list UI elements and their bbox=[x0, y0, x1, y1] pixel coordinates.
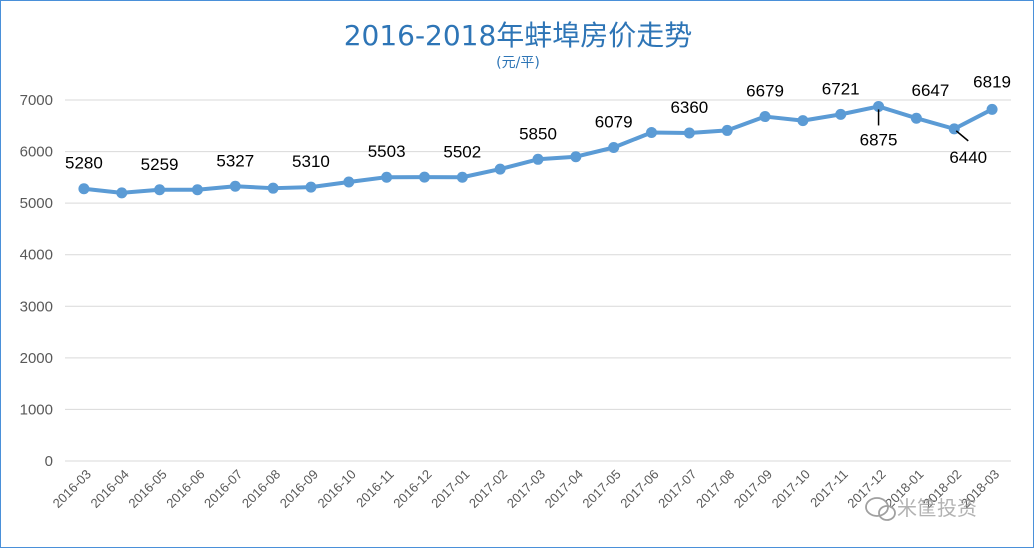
data-point bbox=[494, 163, 506, 175]
x-tick-label: 2016-05 bbox=[125, 467, 169, 511]
data-label: 6679 bbox=[746, 82, 784, 101]
y-tick-label: 3000 bbox=[20, 298, 53, 315]
data-label: 6079 bbox=[595, 112, 633, 131]
data-label: 5850 bbox=[519, 124, 557, 143]
data-point bbox=[986, 103, 998, 115]
data-point bbox=[646, 126, 658, 138]
y-axis-ticks: 0 1000 2000 3000 4000 5000 6000 7000 bbox=[20, 92, 53, 470]
x-tick-label: 2016-06 bbox=[163, 467, 207, 511]
data-point bbox=[418, 171, 430, 183]
data-label: 6360 bbox=[670, 98, 708, 117]
data-label: 5327 bbox=[216, 151, 254, 170]
x-tick-label: 2017-07 bbox=[655, 467, 699, 511]
data-label: 6721 bbox=[822, 79, 860, 98]
watermark: 米筐投资 bbox=[865, 496, 977, 521]
data-point bbox=[910, 112, 922, 124]
data-point bbox=[229, 180, 241, 192]
data-point bbox=[873, 100, 885, 112]
chart-subtitle: (元/平) bbox=[496, 55, 540, 71]
chart-title: 2016-2018年蚌埠房价走势 bbox=[344, 19, 693, 52]
x-tick-label: 2016-10 bbox=[315, 467, 359, 511]
x-tick-label: 2016-08 bbox=[239, 467, 283, 511]
data-label: 5310 bbox=[292, 152, 330, 171]
x-tick-label: 2017-10 bbox=[769, 467, 813, 511]
data-label: 6819 bbox=[973, 72, 1011, 91]
data-point bbox=[191, 184, 203, 196]
x-tick-label: 2016-03 bbox=[50, 467, 94, 511]
data-label: 6440 bbox=[949, 148, 987, 167]
series-line bbox=[81, 104, 995, 195]
x-tick-label: 2017-06 bbox=[617, 467, 661, 511]
x-tick-label: 2016-11 bbox=[353, 467, 397, 511]
y-tick-label: 6000 bbox=[20, 144, 53, 161]
y-tick-label: 2000 bbox=[20, 350, 53, 367]
data-point bbox=[381, 171, 393, 183]
data-label: 5259 bbox=[141, 155, 179, 174]
data-point bbox=[305, 181, 317, 193]
y-tick-label: 4000 bbox=[20, 247, 53, 264]
data-point bbox=[154, 184, 166, 196]
x-tick-label: 2017-02 bbox=[466, 467, 510, 511]
data-point bbox=[721, 124, 733, 136]
x-tick-label: 2016-12 bbox=[390, 467, 434, 511]
data-point bbox=[456, 171, 468, 183]
data-label: 5280 bbox=[65, 154, 103, 173]
data-point bbox=[267, 182, 279, 194]
leader-line bbox=[955, 130, 969, 142]
data-point bbox=[570, 151, 582, 163]
y-tick-label: 5000 bbox=[20, 195, 53, 212]
data-point bbox=[608, 141, 620, 153]
data-label: 6875 bbox=[860, 130, 898, 149]
x-tick-label: 2017-09 bbox=[731, 467, 775, 511]
x-tick-label: 2017-03 bbox=[504, 467, 548, 511]
data-point bbox=[835, 108, 847, 120]
watermark-text: 米筐投资 bbox=[897, 496, 977, 520]
x-axis-ticks: 2016-032016-042016-052016-062016-072016-… bbox=[50, 467, 1003, 511]
data-point bbox=[759, 111, 771, 123]
data-point bbox=[532, 153, 544, 165]
x-tick-label: 2017-08 bbox=[693, 467, 737, 511]
data-point bbox=[78, 183, 90, 195]
data-point bbox=[343, 176, 355, 188]
data-point bbox=[683, 127, 695, 139]
x-tick-label: 2016-09 bbox=[277, 467, 321, 511]
data-labels: 5280 5259 5327 5310 5503 5502 5850 6079 6360 6679… bbox=[65, 72, 1011, 173]
x-tick-label: 2017-11 bbox=[807, 467, 851, 511]
x-tick-label: 2017-01 bbox=[428, 467, 472, 511]
x-tick-label: 2016-07 bbox=[201, 467, 245, 511]
data-label: 5502 bbox=[443, 142, 481, 161]
data-point bbox=[797, 115, 809, 127]
x-tick-label: 2017-04 bbox=[542, 467, 586, 511]
series-group bbox=[78, 100, 998, 199]
y-tick-label: 0 bbox=[45, 453, 53, 470]
y-tick-label: 1000 bbox=[20, 401, 53, 418]
data-label: 5503 bbox=[368, 142, 406, 161]
gridlines bbox=[65, 99, 1011, 462]
x-tick-label: 2017-05 bbox=[579, 467, 623, 511]
data-point bbox=[116, 187, 128, 199]
y-tick-label: 7000 bbox=[20, 92, 53, 109]
x-tick-label: 2016-04 bbox=[88, 467, 132, 511]
wechat-icon bbox=[865, 497, 896, 521]
data-label: 6647 bbox=[911, 81, 949, 100]
